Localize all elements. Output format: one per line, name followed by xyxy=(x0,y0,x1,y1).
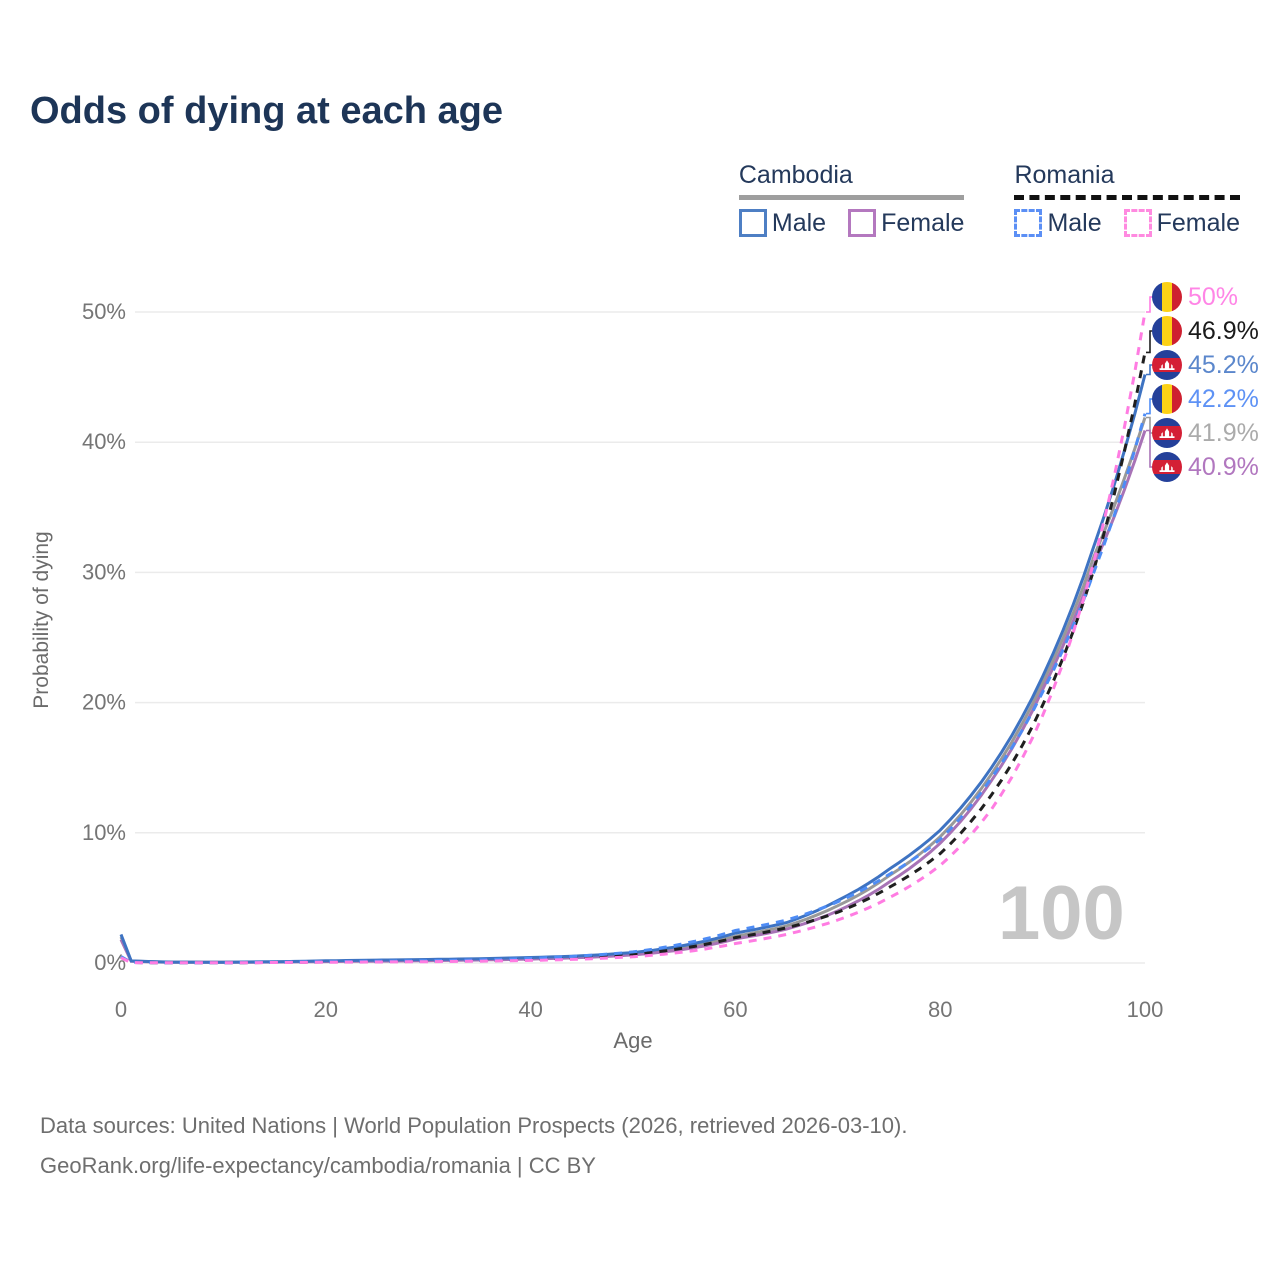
checkbox-cambodia-male[interactable] xyxy=(738,209,767,237)
x-tick-label: 60 xyxy=(723,997,747,1022)
legend-group-cambodia: Cambodia Male Female xyxy=(738,161,965,238)
y-tick-label: 0% xyxy=(94,950,126,975)
source-line-2: GeoRank.org/life-expectancy/cambodia/rom… xyxy=(40,1153,596,1179)
end-label-value: 46.9% xyxy=(1188,316,1259,345)
series-line-romania-female xyxy=(120,311,1147,965)
leader-line xyxy=(1146,364,1153,376)
legend-country-cambodia[interactable]: Cambodia xyxy=(738,161,853,189)
source-text: Data sources: United Nations | World Pop… xyxy=(40,1106,907,1186)
end-label-value: 50% xyxy=(1188,282,1239,311)
end-label-value: 42.2% xyxy=(1188,384,1259,413)
legend-item-cambodia-female[interactable]: Female xyxy=(848,209,964,238)
end-label-value: 41.9% xyxy=(1188,418,1259,447)
page-title: Odds of dying at each age xyxy=(30,90,503,132)
leader-line xyxy=(1146,330,1153,354)
legend-item-romania-female[interactable]: Female xyxy=(1123,208,1240,238)
end-label-romania-male: 42.2% xyxy=(1152,384,1259,414)
source-line-1: Data sources: United Nations | World Pop… xyxy=(40,1113,908,1138)
x-axis-title: Age xyxy=(613,1028,652,1053)
end-label-romania: 46.9% xyxy=(1152,316,1259,346)
end-label-value: 40.9% xyxy=(1188,452,1259,481)
checkbox-cambodia-female[interactable] xyxy=(848,209,877,237)
y-tick-label: 40% xyxy=(82,429,126,454)
legend-label: Male xyxy=(1047,208,1102,237)
leader-line xyxy=(1146,416,1153,434)
leader-line xyxy=(1146,429,1153,468)
x-tick-label: 0 xyxy=(115,997,127,1022)
end-label-cambodia-female: 40.9% xyxy=(1152,452,1259,482)
checkbox-romania-male[interactable] xyxy=(1014,209,1043,237)
end-label-romania-female: 50% xyxy=(1152,282,1238,312)
romania-flag-icon xyxy=(1152,316,1182,346)
cambodia-line-sample xyxy=(738,194,965,200)
leader-line xyxy=(1146,398,1153,415)
series-line-romania-male xyxy=(120,413,1147,965)
y-axis-title: Probability of dying xyxy=(30,531,53,708)
checkbox-romania-female[interactable] xyxy=(1123,209,1152,237)
romania-flag-icon xyxy=(1152,384,1182,414)
series-line-romania xyxy=(120,352,1147,965)
y-tick-label: 30% xyxy=(82,559,126,584)
x-tick-label: 100 xyxy=(1127,997,1164,1022)
legend-label: Male xyxy=(771,208,827,237)
cambodia-flag-icon xyxy=(1152,418,1182,448)
cambodia-flag-icon xyxy=(1152,350,1182,380)
y-tick-label: 10% xyxy=(82,820,126,845)
series-line-cambodia xyxy=(119,417,1147,964)
legend-group-romania: Romania Male Female xyxy=(1014,161,1240,238)
y-tick-label: 50% xyxy=(82,299,126,324)
romania-line-sample xyxy=(1014,194,1240,200)
legend-country-romania[interactable]: Romania xyxy=(1014,161,1115,189)
x-tick-label: 80 xyxy=(928,997,952,1022)
cambodia-flag-icon xyxy=(1152,452,1182,482)
legend-label: Female xyxy=(881,208,965,237)
x-tick-label: 20 xyxy=(314,997,338,1022)
series-line-cambodia-female xyxy=(119,430,1147,964)
legend: Cambodia Male Female Romania Male xyxy=(738,161,1240,238)
end-label-value: 45.2% xyxy=(1188,350,1259,379)
romania-flag-icon xyxy=(1152,282,1182,312)
legend-item-romania-male[interactable]: Male xyxy=(1014,208,1102,238)
end-label-cambodia: 41.9% xyxy=(1152,418,1259,448)
y-tick-label: 20% xyxy=(82,690,126,715)
end-label-cambodia-male: 45.2% xyxy=(1152,350,1259,380)
x-tick-label: 40 xyxy=(518,997,542,1022)
legend-label: Female xyxy=(1156,208,1240,237)
hover-age-watermark: 100 xyxy=(998,871,1125,956)
leader-line xyxy=(1146,296,1153,313)
legend-item-cambodia-male[interactable]: Male xyxy=(738,208,827,238)
series-line-cambodia-male xyxy=(119,374,1147,964)
